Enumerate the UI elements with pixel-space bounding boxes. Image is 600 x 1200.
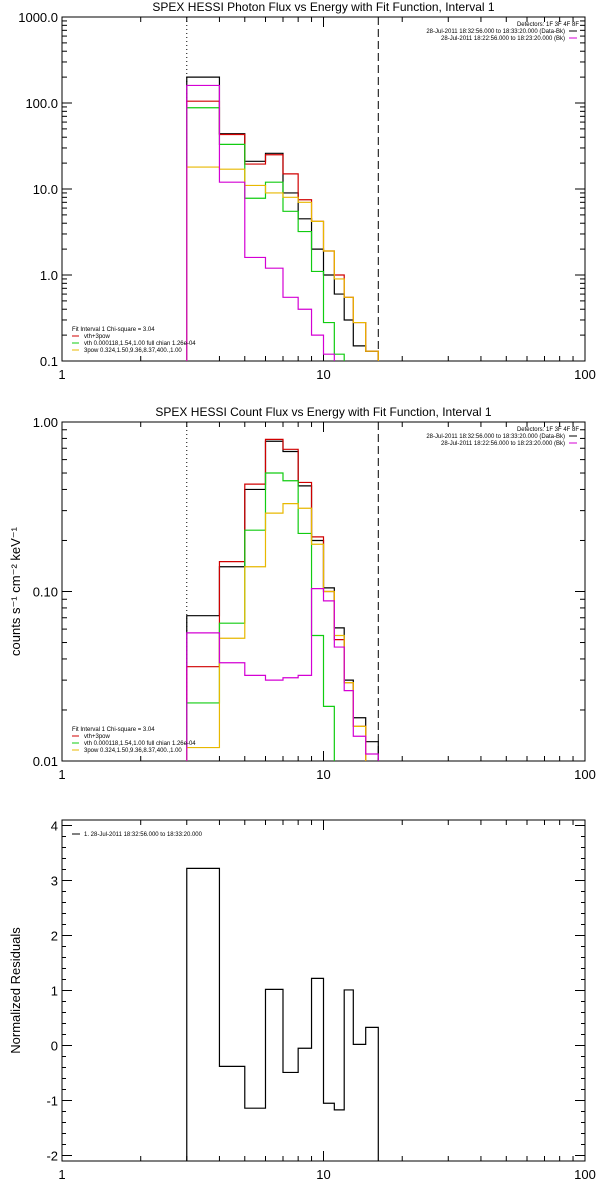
series-magenta-line	[186, 588, 379, 761]
series-magenta-line	[186, 84, 335, 361]
y-tick-label: 1	[51, 984, 58, 999]
legend-left-item: vth 0.000118,1.54,1.00 full chian 1.26e-…	[84, 741, 196, 747]
y-tick-label: 0	[51, 1039, 58, 1054]
legend-right-item: 28-Jul-2011 18:22:56.000 to 18:23:20.000…	[441, 441, 565, 447]
series-yellow-line	[186, 166, 379, 361]
x-tick-label: 1	[58, 767, 65, 782]
series-green-line	[186, 107, 345, 361]
y-tick-label: 1.00	[33, 415, 58, 430]
y-tick-label: 3	[51, 874, 58, 889]
legend-left-item: vth+3pow	[84, 734, 111, 740]
y-tick-label: 1.0	[40, 268, 58, 283]
y-axis-label: Normalized Residuals	[8, 927, 23, 1054]
x-tick-label: 10	[316, 767, 330, 782]
x-tick-label: 1	[58, 367, 65, 382]
legend-left-item: vth 0.000118,1.54,1.00 full chian 1.26e-…	[84, 341, 196, 347]
chart-title: SPEX HESSI Photon Flux vs Energy with Fi…	[152, 0, 494, 14]
x-tick-label: 10	[316, 367, 330, 382]
y-tick-label: 0.01	[33, 754, 58, 769]
legend-right-item: 28-Jul-2011 18:32:56.000 to 18:33:20.000…	[426, 29, 565, 35]
chart-2: SPEX HESSI Count Flux vs Energy with Fit…	[8, 405, 596, 782]
x-tick-label: 10	[316, 1167, 330, 1182]
y-tick-label: 1000.0	[18, 10, 58, 25]
y-tick-label: 0.1	[40, 354, 58, 369]
x-tick-label: 100	[574, 767, 596, 782]
y-axis-label: counts s⁻¹ cm⁻² keV⁻¹	[8, 526, 23, 656]
series-black-line	[186, 76, 379, 361]
y-tick-label: -1	[46, 1094, 58, 1109]
legend-left-item: 3pow 0.324,1.50,9.36,8.37,400.,1.00	[84, 748, 182, 754]
legend-right-item: 28-Jul-2011 18:22:56.000 to 18:23:20.000…	[441, 36, 565, 42]
y-tick-label: 2	[51, 929, 58, 944]
chart-1: SPEX HESSI Photon Flux vs Energy with Fi…	[18, 0, 596, 382]
x-tick-label: 100	[574, 1167, 596, 1182]
series-black-line	[186, 867, 379, 1161]
y-tick-label: 0.10	[33, 585, 58, 600]
legend-right-item: 28-Jul-2011 18:32:56.000 to 18:33:20.000…	[426, 434, 565, 440]
legend-left-item: vth+3pow	[84, 334, 111, 340]
legend-left-header: Fit Interval 1 Chi-square = 3.04	[72, 327, 155, 333]
series-red-line	[186, 438, 367, 761]
y-tick-label: 10.0	[33, 182, 58, 197]
x-tick-label: 100	[574, 367, 596, 382]
y-tick-label: -2	[46, 1149, 58, 1164]
legend-right-header: Detectors: 1F 3F 4F 8F	[517, 22, 579, 28]
y-tick-label: 4	[51, 819, 58, 834]
legend-right-header: Detectors: 1F 3F 4F 8F	[517, 427, 579, 433]
y-tick-label: 100.0	[25, 96, 58, 111]
chart-title: SPEX HESSI Count Flux vs Energy with Fit…	[155, 405, 491, 419]
legend-left-header: Fit Interval 1 Chi-square = 3.04	[72, 727, 155, 733]
legend-left-item: 3pow 0.324,1.50,9.36,8.37,400.,1.00	[84, 348, 182, 354]
series-green-line	[186, 472, 335, 761]
legend-item: 1. 28-Jul-2011 18:32:56.000 to 18:33:20.…	[84, 832, 203, 838]
x-tick-label: 1	[58, 1167, 65, 1182]
